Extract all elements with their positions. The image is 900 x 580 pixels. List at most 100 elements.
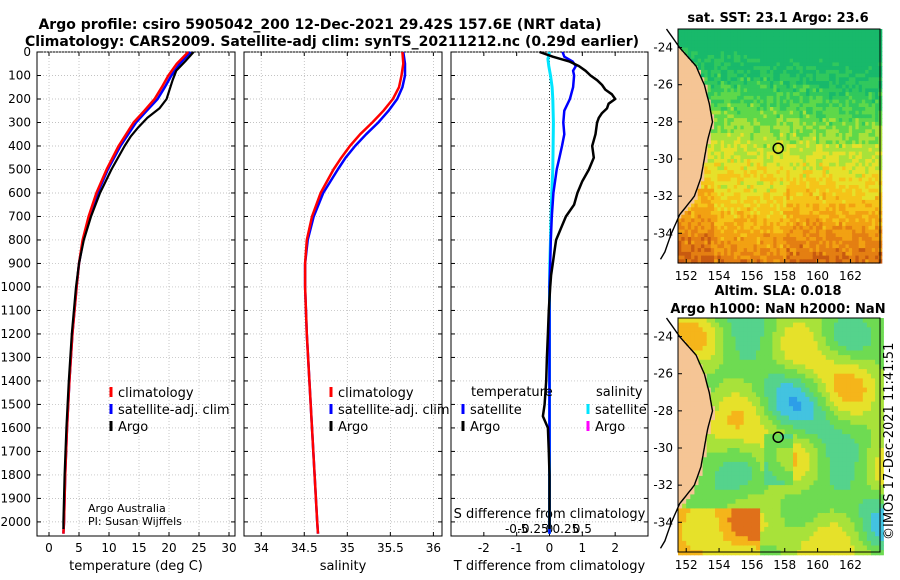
data-cell — [822, 99, 827, 104]
land-cell — [687, 84, 692, 89]
land-cell — [704, 107, 709, 112]
land-cell — [682, 485, 687, 491]
data-cell — [865, 81, 870, 86]
data-cell — [802, 188, 807, 193]
data-cell — [724, 199, 728, 205]
data-cell — [724, 196, 728, 201]
data-cell — [796, 95, 801, 101]
data-cell — [861, 188, 866, 193]
data-cell — [796, 203, 801, 208]
data-cell — [806, 55, 810, 60]
data-cell — [779, 88, 784, 93]
land-cell — [694, 410, 700, 417]
data-cell — [875, 99, 879, 104]
data-cell — [875, 58, 879, 63]
land-cell — [678, 345, 683, 352]
data-cell — [816, 51, 820, 56]
data-cell — [842, 77, 847, 82]
data-cell — [747, 136, 751, 141]
data-cell — [730, 248, 735, 253]
data-cell — [819, 47, 824, 52]
data-cell — [793, 144, 797, 149]
data-cell — [858, 121, 863, 127]
data-cell — [694, 322, 700, 328]
data-cell — [786, 181, 791, 186]
data-cell — [812, 69, 817, 75]
data-cell — [835, 147, 840, 153]
land-cell — [694, 162, 699, 167]
land-cell — [704, 151, 709, 156]
data-cell — [756, 225, 761, 231]
data-cell — [799, 151, 804, 156]
data-cell — [865, 114, 870, 119]
data-cell — [720, 185, 725, 190]
data-cell — [704, 173, 709, 179]
data-cell — [783, 95, 787, 101]
data-cell — [701, 29, 705, 34]
data-cell — [816, 62, 820, 67]
data-cell — [710, 166, 715, 171]
land-cell — [678, 480, 683, 486]
data-cell — [773, 233, 778, 238]
data-cell — [845, 77, 850, 82]
data-cell — [715, 327, 720, 333]
data-cell — [770, 73, 774, 78]
data-cell — [838, 225, 843, 231]
land-cell — [682, 424, 687, 430]
data-cell — [682, 336, 687, 342]
data-cell — [678, 531, 683, 537]
data-cell — [838, 255, 843, 260]
data-cell — [838, 244, 843, 249]
data-cell — [737, 133, 741, 138]
data-cell — [855, 140, 860, 145]
data-cell — [809, 110, 814, 115]
data-cell — [704, 166, 709, 171]
data-cell — [825, 77, 830, 82]
data-cell — [694, 336, 700, 342]
data-cell — [875, 192, 879, 197]
data-cell — [770, 81, 774, 86]
x-tick-label: 1 — [579, 541, 587, 555]
data-cell — [861, 95, 866, 101]
data-cell — [806, 81, 810, 86]
data-cell — [710, 489, 716, 495]
data-cell — [715, 503, 720, 509]
data-cell — [832, 233, 837, 238]
data-cell — [733, 192, 738, 197]
data-cell — [727, 147, 732, 153]
data-cell — [701, 233, 705, 238]
data-cell — [819, 155, 824, 160]
data-cell — [776, 125, 781, 130]
data-cell — [760, 181, 764, 186]
data-cell — [776, 155, 781, 160]
data-cell — [707, 32, 712, 37]
data-cell — [793, 110, 797, 115]
data-cell — [822, 110, 827, 115]
sst-map-title: sat. SST: 23.1 Argo: 23.6 — [687, 11, 868, 26]
data-cell — [789, 188, 794, 193]
data-cell — [737, 225, 741, 231]
data-cell — [753, 140, 758, 145]
data-cell — [829, 69, 833, 75]
data-cell — [779, 140, 784, 145]
data-cell — [799, 29, 804, 34]
land-cell — [687, 181, 692, 186]
data-cell — [819, 55, 824, 60]
data-cell — [871, 185, 876, 190]
land-cell — [678, 471, 683, 477]
data-cell — [750, 55, 755, 60]
data-cell — [756, 118, 761, 123]
data-cell — [793, 140, 797, 145]
data-cell — [819, 240, 824, 245]
data-cell — [875, 103, 879, 108]
data-cell — [868, 240, 873, 245]
sst-map: 152 154 156 158 160 162-24-26-28-30-32-34sat.… — [653, 11, 883, 283]
data-cell — [710, 155, 715, 160]
data-cell — [786, 166, 791, 171]
data-cell — [714, 62, 718, 67]
data-cell — [825, 55, 830, 60]
land-cell — [687, 88, 692, 93]
data-cell — [707, 69, 712, 75]
data-cell — [763, 173, 768, 179]
data-cell — [730, 99, 735, 104]
